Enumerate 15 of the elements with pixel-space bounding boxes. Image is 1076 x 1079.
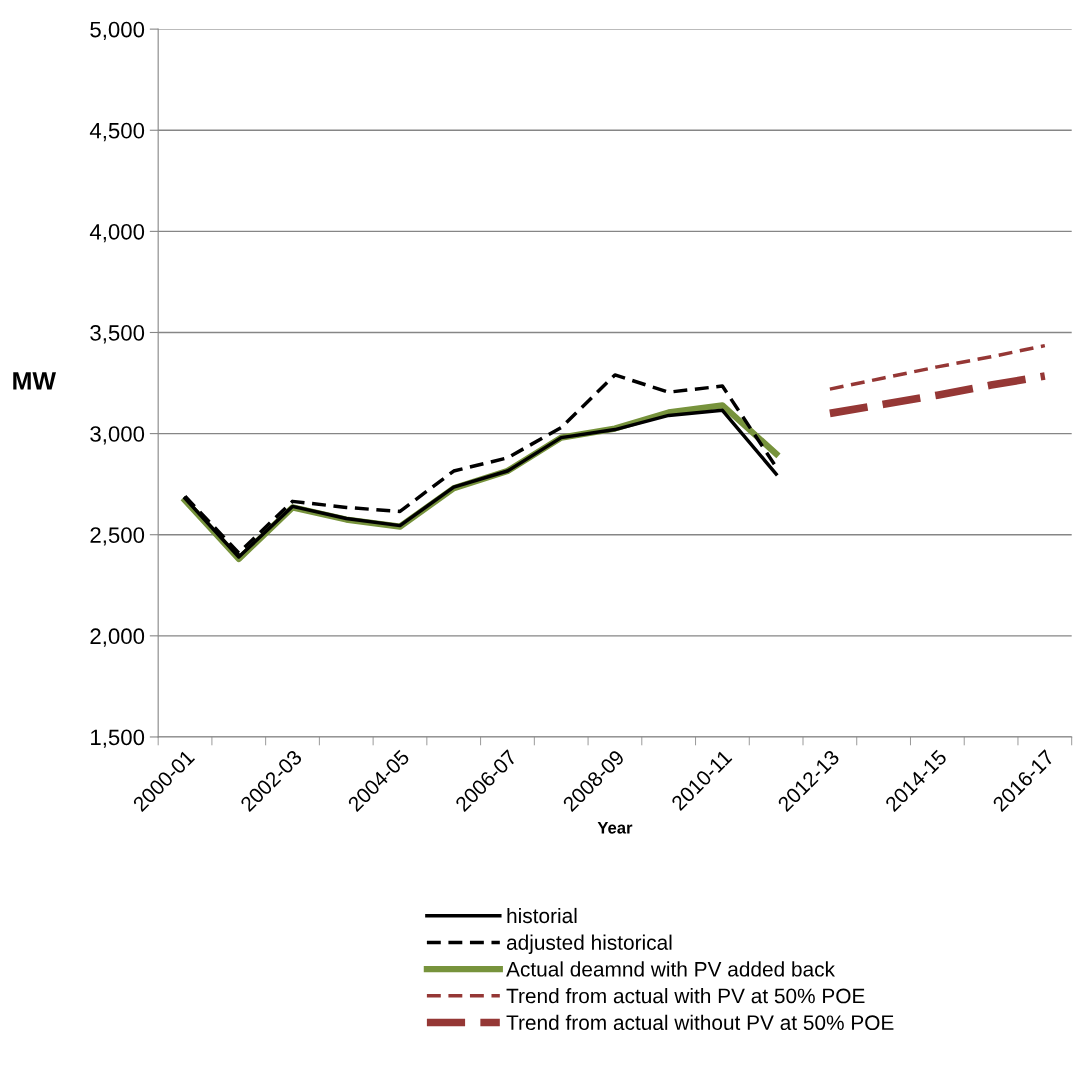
y-tick-label: 2,500 xyxy=(90,527,145,546)
legend-label: historial xyxy=(507,907,577,924)
y-tick-label: 3,000 xyxy=(90,426,145,445)
legend-label: Trend from actual without PV at 50% POE xyxy=(506,1014,894,1031)
y-axis-title: MW xyxy=(13,372,56,390)
legend-label: Actual deamnd with PV added back xyxy=(506,961,835,977)
y-tick-label: 4,500 xyxy=(89,122,145,142)
legend-label: adjusted historical xyxy=(506,934,672,955)
y-tick-label: 3,500 xyxy=(90,325,145,344)
x-axis-title: Year xyxy=(597,822,633,834)
legend-label: Trend from actual with PV at 50% POE xyxy=(506,988,865,1004)
y-tick-label: 4,000 xyxy=(89,223,145,243)
y-tick-label: 2,000 xyxy=(90,628,145,647)
y-tick-label: 1,500 xyxy=(91,729,145,748)
y-tick-label: 5,000 xyxy=(90,21,145,41)
